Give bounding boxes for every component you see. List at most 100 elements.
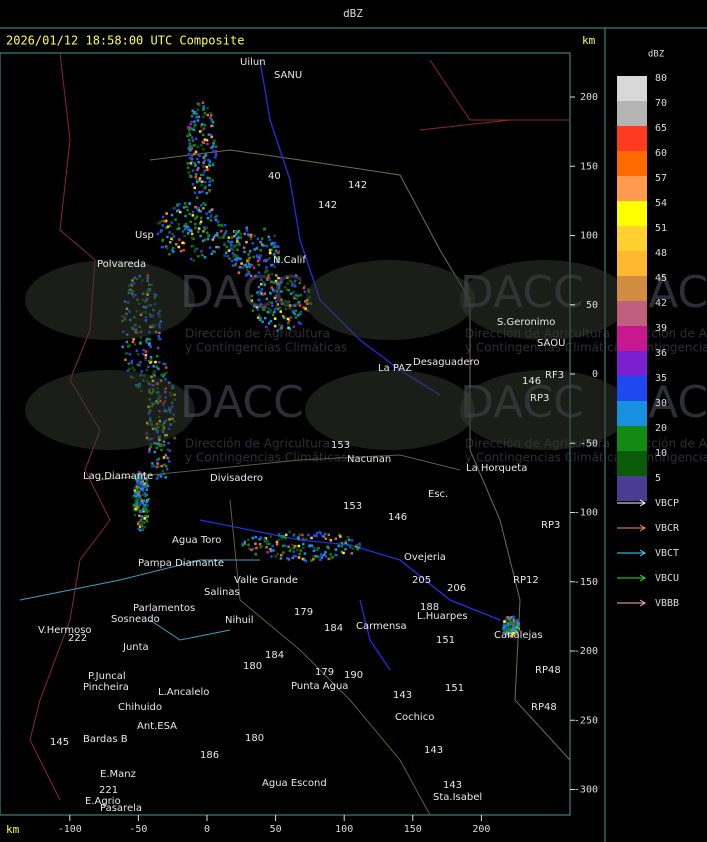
legend-swatch: [617, 176, 647, 201]
legend-label: 30: [655, 398, 667, 409]
echo-pixel: [274, 294, 278, 298]
echo-pixel: [266, 258, 269, 261]
echo-pixel: [158, 331, 161, 335]
echo-pixel: [161, 215, 165, 219]
place-label: Salinas: [204, 587, 240, 598]
echo-pixel: [294, 274, 298, 277]
echo-pixel: [280, 535, 283, 538]
echo-pixel: [184, 214, 187, 218]
echo-pixel: [144, 353, 148, 357]
echo-pixel: [299, 311, 302, 314]
echo-pixel: [133, 489, 137, 492]
echo-pixel: [142, 499, 145, 502]
echo-pixel: [227, 249, 231, 252]
echo-pixel: [508, 627, 511, 631]
echo-pixel: [261, 308, 264, 311]
place-label: Cochico: [395, 712, 434, 723]
echo-pixel: [181, 241, 184, 244]
echo-pixel: [165, 245, 168, 248]
echo-pixel: [301, 557, 305, 561]
echo-pixel: [179, 249, 183, 253]
echo-pixel: [327, 533, 330, 537]
echo-pixel: [146, 498, 149, 502]
echo-pixel: [248, 272, 251, 276]
echo-pixel: [287, 545, 290, 548]
echo-pixel: [133, 368, 136, 372]
echo-pixel: [189, 257, 193, 261]
echo-pixel: [159, 443, 163, 446]
echo-pixel: [152, 372, 155, 376]
echo-pixel: [198, 179, 201, 182]
echo-pixel: [190, 148, 193, 151]
x-tick-label: 150: [404, 824, 422, 835]
echo-pixel: [228, 257, 231, 260]
echo-pixel: [159, 444, 162, 447]
echo-pixel: [276, 307, 280, 310]
echo-pixel: [141, 520, 144, 524]
echo-pixel: [145, 482, 149, 486]
echo-pixel: [507, 625, 510, 628]
echo-pixel: [287, 558, 290, 561]
place-label: 180: [243, 661, 262, 672]
echo-pixel: [202, 108, 205, 112]
legend-label: 36: [655, 348, 667, 359]
echo-pixel: [282, 535, 285, 538]
echo-pixel: [202, 115, 205, 119]
echo-pixel: [236, 257, 239, 260]
echo-pixel: [198, 130, 202, 133]
echo-pixel: [189, 157, 192, 160]
echo-pixel: [169, 241, 172, 244]
echo-pixel: [265, 325, 268, 329]
echo-pixel: [239, 236, 242, 239]
place-label: Bardas B: [83, 734, 128, 745]
echo-pixel: [248, 547, 251, 550]
echo-pixel: [135, 349, 138, 352]
echo-pixel: [324, 551, 327, 554]
echo-pixel: [263, 292, 267, 295]
echo-pixel: [303, 558, 306, 561]
echo-pixel: [187, 126, 190, 129]
echo-pixel: [329, 553, 332, 556]
echo-pixel: [136, 363, 140, 367]
echo-pixel: [259, 302, 263, 306]
echo-pixel: [190, 121, 193, 124]
echo-pixel: [268, 542, 271, 546]
echo-pixel: [268, 311, 272, 314]
place-label: S.Geronimo: [497, 317, 555, 328]
echo-pixel: [172, 246, 175, 250]
echo-pixel: [244, 263, 247, 267]
echo-pixel: [226, 240, 230, 243]
echo-pixel: [294, 293, 298, 297]
echo-pixel: [213, 150, 217, 153]
radar-label: VBCP: [655, 498, 679, 509]
border: [419, 59, 570, 131]
echo-pixel: [256, 316, 260, 319]
echo-pixel: [304, 307, 308, 310]
echo-pixel: [269, 309, 272, 312]
border: [29, 52, 111, 801]
echo-pixel: [258, 543, 262, 546]
echo-pixel: [143, 492, 146, 495]
echo-pixel: [134, 498, 138, 501]
echo-pixel: [316, 532, 319, 535]
echo-pixel: [160, 219, 164, 223]
echo-pixel: [275, 282, 279, 285]
echo-pixel: [134, 502, 137, 506]
legend-label: 65: [655, 123, 667, 134]
echo-pixel: [130, 361, 133, 365]
echo-pixel: [196, 208, 199, 211]
echo-pixel: [268, 238, 271, 242]
echo-pixel: [230, 243, 233, 247]
echo-pixel: [197, 230, 200, 233]
watermark-logo-shape: [25, 260, 195, 340]
echo-pixel: [358, 545, 362, 548]
echo-pixel: [281, 315, 285, 318]
echo-pixel: [208, 160, 211, 163]
echo-pixel: [329, 539, 333, 542]
place-label: 188: [420, 602, 439, 613]
place-label: Usp: [135, 230, 154, 241]
place-label: Nacunan: [347, 454, 391, 465]
echo-pixel: [293, 296, 296, 300]
place-label: 222: [68, 633, 87, 644]
